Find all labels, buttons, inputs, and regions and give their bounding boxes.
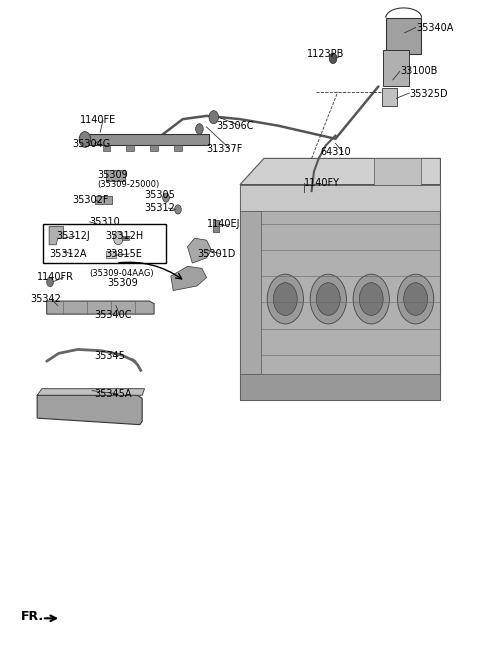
Bar [107,251,116,258]
Text: 35302F: 35302F [72,194,108,204]
Text: FR.: FR. [21,610,44,623]
Bar [126,145,134,150]
Text: 35345: 35345 [95,351,125,361]
Bar [373,158,421,185]
Text: 33100B: 33100B [400,66,437,76]
Polygon shape [171,266,206,290]
Polygon shape [240,185,441,401]
Text: 1140EJ: 1140EJ [206,219,240,229]
Bar [121,237,129,240]
Text: (35309-25000): (35309-25000) [97,180,159,189]
Text: 1123PB: 1123PB [307,49,344,58]
Text: 35309: 35309 [108,278,138,288]
Circle shape [310,274,347,324]
Bar [85,133,209,145]
Bar [96,196,112,204]
Circle shape [329,53,337,64]
Circle shape [274,283,297,315]
Text: 35312: 35312 [144,203,175,213]
Circle shape [397,274,434,324]
Text: (35309-04AAG): (35309-04AAG) [90,269,154,278]
Text: 64310: 64310 [320,147,351,157]
Text: 35304G: 35304G [72,139,110,149]
Circle shape [353,274,389,324]
Text: 1140FR: 1140FR [37,273,74,283]
Text: 35345A: 35345A [95,389,132,399]
Text: 35305: 35305 [144,190,175,200]
Bar [43,224,166,263]
Polygon shape [240,158,441,185]
Circle shape [209,110,218,124]
Text: 35325D: 35325D [409,89,448,99]
Circle shape [79,131,91,147]
Circle shape [267,274,303,324]
Text: 35309: 35309 [97,170,128,181]
Text: 33815E: 33815E [106,249,142,259]
Text: 35310: 35310 [90,217,120,227]
Text: 31337F: 31337F [206,144,243,154]
Polygon shape [240,185,441,211]
Polygon shape [188,238,211,263]
Bar [385,18,421,54]
Circle shape [360,283,383,315]
Text: 35312A: 35312A [49,249,86,259]
Text: 35306C: 35306C [216,121,253,131]
Text: 35340C: 35340C [95,310,132,321]
Bar [213,220,218,232]
Text: 1140FE: 1140FE [80,116,116,125]
Circle shape [404,283,428,315]
Circle shape [114,232,123,245]
Circle shape [163,193,169,202]
Circle shape [47,277,53,286]
Bar [103,145,110,150]
Bar [383,51,409,87]
Polygon shape [240,374,441,401]
Bar [107,170,125,181]
Text: 35312J: 35312J [56,231,90,241]
Bar [382,88,396,106]
Text: 35342: 35342 [30,294,61,304]
Text: 35312H: 35312H [106,231,144,241]
Circle shape [316,283,340,315]
Polygon shape [240,211,262,374]
Polygon shape [49,227,63,245]
Polygon shape [37,396,142,424]
Polygon shape [37,389,144,396]
Polygon shape [47,301,154,314]
Bar [174,145,182,150]
Bar [150,145,158,150]
Text: 1140FY: 1140FY [304,178,340,189]
Circle shape [196,124,203,134]
Circle shape [175,205,181,214]
Text: 35340A: 35340A [417,22,454,33]
Text: 35301D: 35301D [197,249,235,259]
